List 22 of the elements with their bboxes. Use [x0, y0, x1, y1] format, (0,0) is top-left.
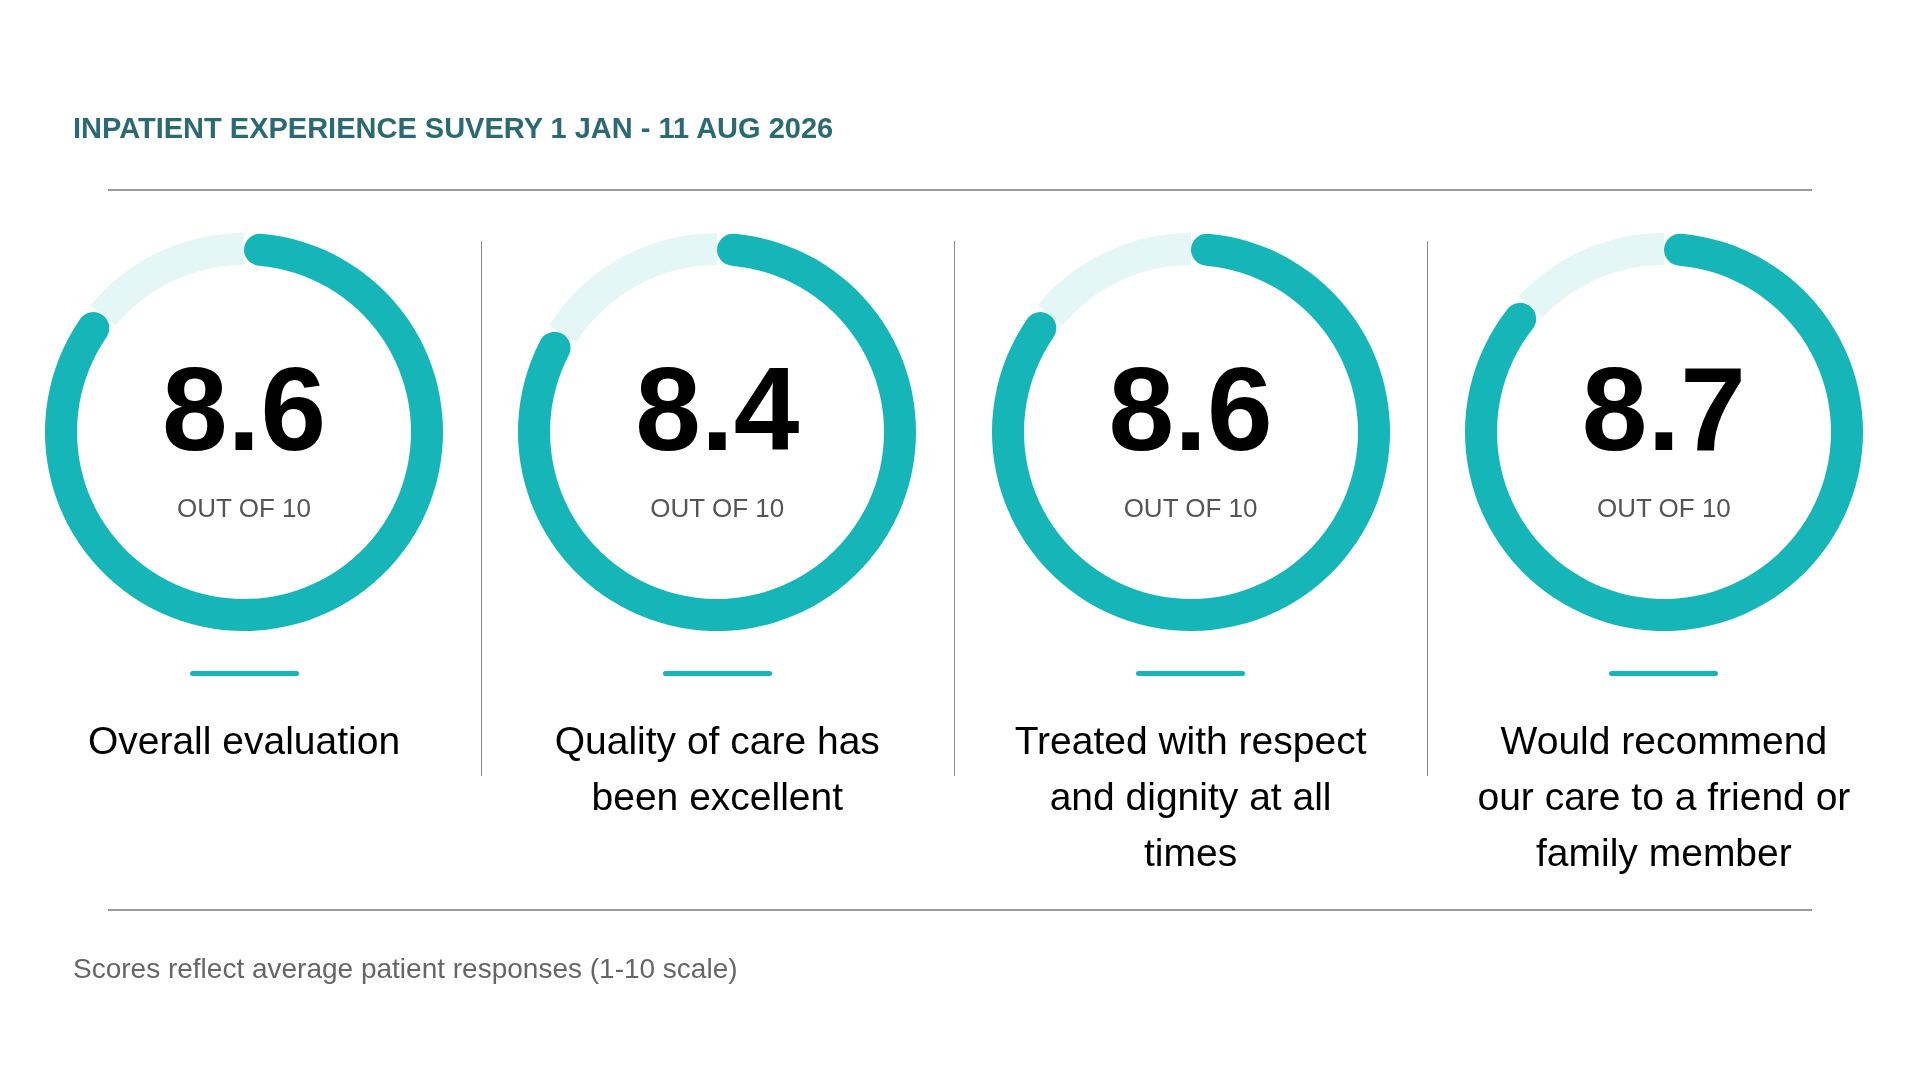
- text: Treated with respect and dignity at all times: [1014, 719, 1367, 875]
- text: INPATIENT EXPERIENCE SUVERY 1 JAN - 11 AUG 2026: [73, 111, 834, 144]
- text: Quality of care has been excellent: [554, 719, 880, 819]
- data-label: 8.7: [1581, 342, 1746, 475]
- data-label: 8.6: [1108, 342, 1273, 475]
- text: Scores reflect average patient responses (1-10 scale): [73, 953, 738, 984]
- donut-slice: [1518, 233, 1664, 318]
- text: OUT OF 10: [177, 492, 311, 523]
- donut-slice: [45, 233, 443, 631]
- donut-slice: [1464, 233, 1863, 631]
- text: OUT OF 10: [1596, 492, 1731, 523]
- text: Overall evaluation: [87, 719, 401, 763]
- donut-slice: [991, 233, 1390, 631]
- donut-slice: [549, 233, 718, 343]
- text: OUT OF 10: [1123, 492, 1258, 523]
- text: Would recommend our care to a friend or family member: [1477, 719, 1851, 875]
- donut-slice: [518, 233, 917, 631]
- data-label: 8.4: [635, 342, 800, 475]
- donut-slice: [90, 233, 244, 326]
- data-label: 8.6: [161, 342, 327, 475]
- donut-slice: [1037, 233, 1191, 326]
- text: OUT OF 10: [650, 492, 785, 523]
